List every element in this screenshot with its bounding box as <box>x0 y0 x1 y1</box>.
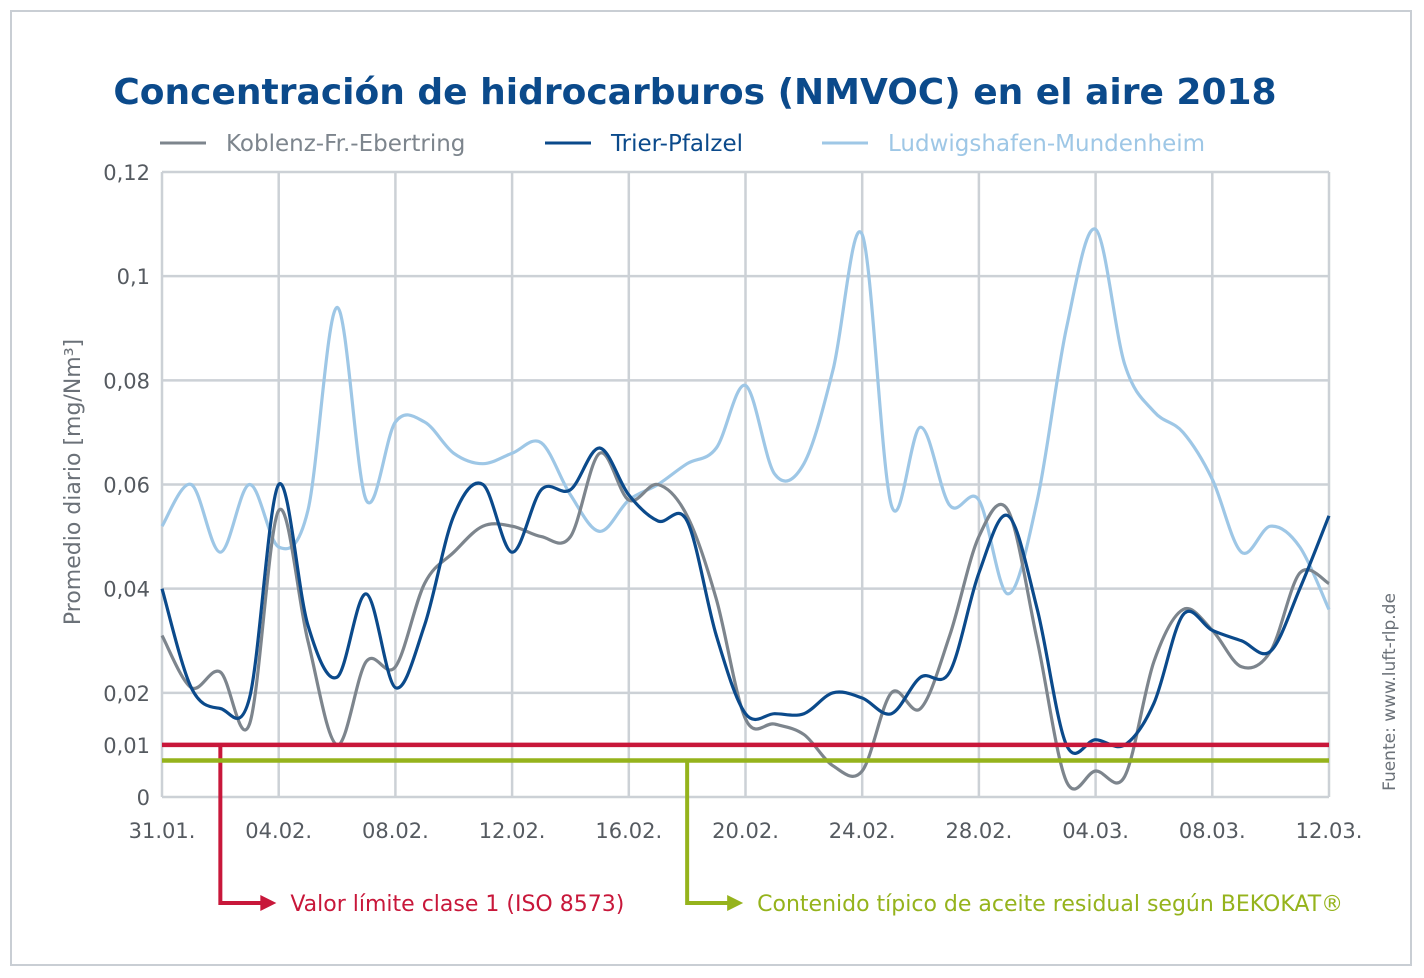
y-tick-label: 0,1 <box>117 265 150 289</box>
y-tick-label: 0,01 <box>103 734 150 758</box>
x-tick-label: 12.02. <box>479 819 546 843</box>
reference-lines: Valor límite clase 1 (ISO 8573) Contenido… <box>162 742 1343 917</box>
x-tick-label: 31.01. <box>129 819 196 843</box>
y-axis-ticks: 0 0,01 0,02 0,04 0,06 0,08 0,1 0,12 <box>103 161 150 810</box>
y-tick-label: 0,08 <box>103 369 150 393</box>
legend-label: Ludwigshafen-Mundenheim <box>888 131 1205 157</box>
chart-title: Concentración de hidrocarburos (NMVOC) e… <box>113 72 1276 113</box>
y-tick-label: 0 <box>137 786 150 810</box>
x-tick-label: 20.02. <box>712 819 779 843</box>
y-axis-label: Promedio diario [mg/Nm³] <box>61 339 86 625</box>
annotation-label: Contenido típico de aceite residual segú… <box>757 892 1343 917</box>
y-tick-label: 0,06 <box>103 474 150 498</box>
x-tick-label: 12.03. <box>1296 819 1363 843</box>
annotation-connector <box>218 744 263 905</box>
annotation-arrow <box>260 895 277 911</box>
y-tick-label: 0,12 <box>103 161 150 185</box>
source-label: Fuente: www.luft-rlp.de <box>1380 593 1400 791</box>
series-line-2 <box>160 227 1331 611</box>
legend-label: Trier-Pfalzel <box>610 131 743 157</box>
x-tick-label: 08.02. <box>362 819 429 843</box>
legend-label: Koblenz-Fr.-Ebertring <box>226 131 465 157</box>
x-axis-ticks: 31.01. 04.02. 08.02. 12.02. 16.02. 20.02. 24.0… <box>129 819 1363 843</box>
annotation-arrow <box>727 895 744 911</box>
x-tick-label: 16.02. <box>595 819 662 843</box>
annotation-connector <box>685 760 730 905</box>
y-tick-label: 0,04 <box>103 578 150 602</box>
x-tick-label: 04.03. <box>1062 819 1129 843</box>
annotation-label: Valor límite clase 1 (ISO 8573) <box>290 892 624 917</box>
x-tick-label: 04.02. <box>245 819 312 843</box>
series-line-0 <box>160 451 1330 791</box>
x-tick-label: 24.02. <box>829 819 896 843</box>
legend: Koblenz-Fr.-Ebertring Trier-Pfalzel Ludwig… <box>160 131 1205 157</box>
y-tick-label: 0,02 <box>103 682 150 706</box>
chart-frame <box>10 10 1412 966</box>
x-tick-label: 08.03. <box>1179 819 1246 843</box>
x-tick-label: 28.02. <box>946 819 1013 843</box>
